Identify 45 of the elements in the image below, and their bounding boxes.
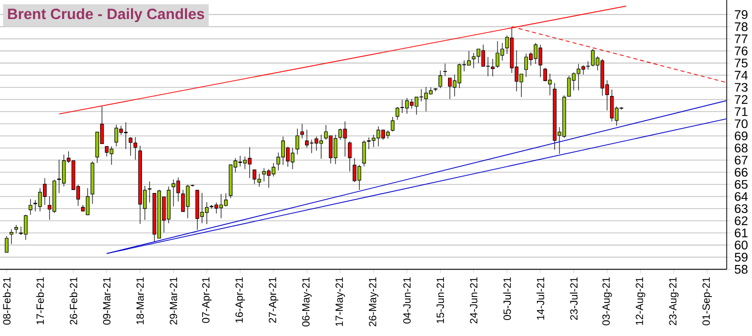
- y-tick-label: 59: [734, 252, 748, 262]
- y-tick-label: 58: [734, 264, 748, 274]
- x-tick-label: 26-Feb-21: [70, 277, 78, 325]
- x-tick-label: 09-Mar-21: [103, 277, 110, 325]
- x-tick-label: 26-May-21: [368, 277, 378, 326]
- text: Brent Crude - Daily Candles: [8, 8, 204, 22]
- x-tick-label: 23-Aug-21: [669, 277, 679, 326]
- y-tick-label: 71: [734, 107, 748, 116]
- y-tick-label: 67: [734, 156, 748, 165]
- y-tick-label: 70: [734, 119, 748, 128]
- x-tick-label: 03-Aug-21: [602, 277, 612, 326]
- y-tick-label: 62: [734, 216, 748, 226]
- x-tick-label: 24-Jun-21: [470, 277, 478, 324]
- x-tick-label: 23-Jul-21: [570, 277, 578, 320]
- x-tick-label: 27-Apr-21: [268, 277, 278, 323]
- y-tick-label: 61: [734, 228, 748, 238]
- x-tick-label: 04-Jun-21: [403, 277, 411, 324]
- y-tick-label: 77: [734, 34, 748, 44]
- y-tick-label: 64: [734, 192, 748, 201]
- y-tick-label: 79: [734, 10, 748, 19]
- y-tick-label: 74: [734, 70, 748, 80]
- x-tick-label: 05-Jul-21: [503, 277, 511, 320]
- y-tick-label: 69: [734, 131, 748, 140]
- x-tick-label: 29-Mar-21: [170, 277, 178, 325]
- y-tick-label: 66: [734, 168, 748, 177]
- x-tick-label: 01-Sep-21: [702, 277, 712, 326]
- y-tick-label: 65: [734, 180, 748, 189]
- y-tick-label: 76: [734, 46, 748, 56]
- x-tick-label: 06-May-21: [302, 277, 312, 326]
- x-tick-label: 07-Apr-21: [202, 277, 212, 323]
- x-tick-label: 16-Apr-21: [235, 277, 245, 323]
- x-tick-label: 15-Jun-21: [436, 277, 444, 324]
- x-tick-label: 12-Aug-21: [636, 277, 646, 325]
- y-tick-label: 75: [734, 58, 748, 68]
- y-tick-label: 63: [734, 204, 748, 214]
- x-tick-label: 17-Feb-21: [36, 277, 44, 324]
- x-tick-label: 18-Mar-21: [136, 277, 144, 324]
- x-tick-label: 17-May-21: [336, 277, 345, 326]
- y-tick-label: 72: [734, 95, 748, 104]
- x-tick-label: 14-Jul-21: [536, 277, 544, 320]
- y-tick-label: 73: [734, 82, 748, 92]
- y-tick-label: 60: [734, 240, 748, 250]
- y-tick-label: 78: [734, 22, 748, 32]
- x-tick-label: 08-Feb-21: [2, 277, 11, 325]
- y-tick-label: 68: [734, 144, 748, 152]
